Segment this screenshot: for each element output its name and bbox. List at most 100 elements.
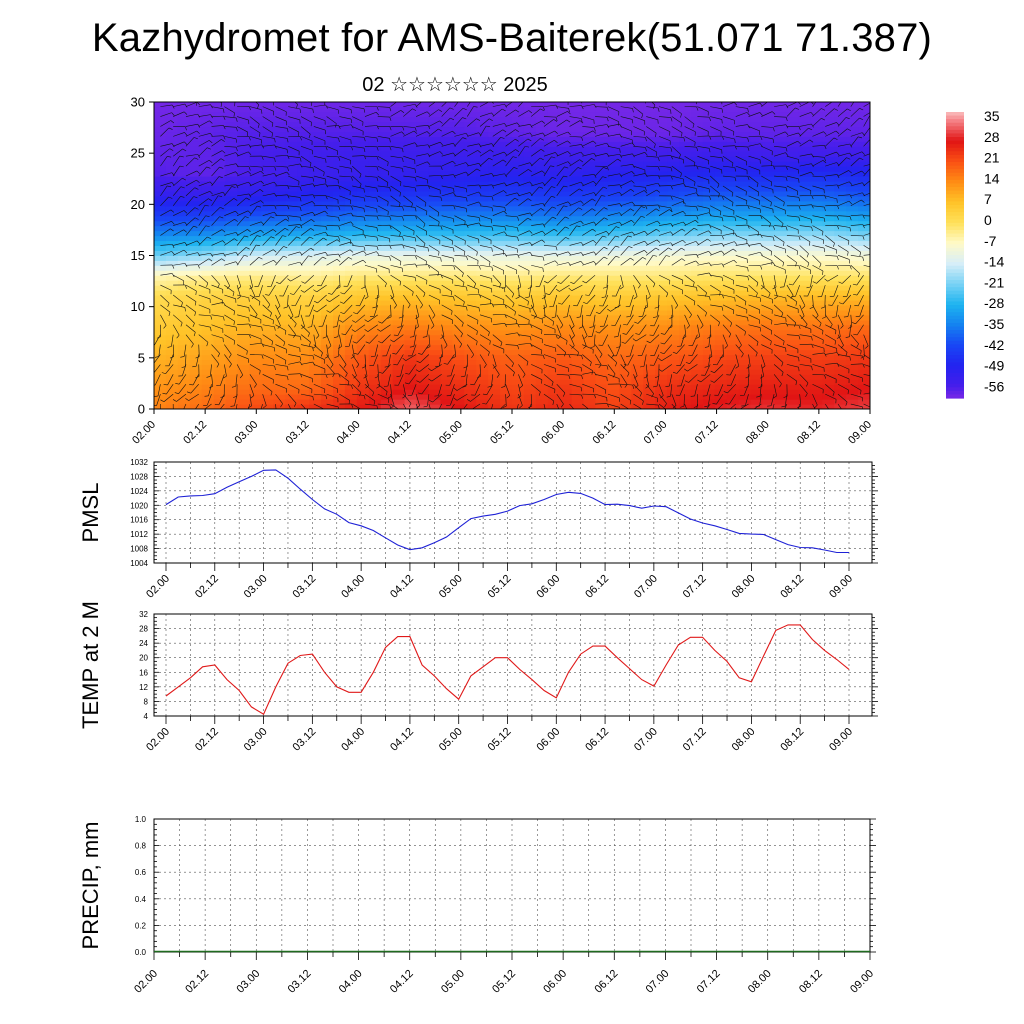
heatmap-cell bbox=[786, 126, 799, 133]
heatmap-cell bbox=[154, 399, 167, 405]
heatmap-cell bbox=[858, 389, 870, 395]
wind-barb-flag bbox=[387, 162, 389, 167]
heatmap-cell bbox=[297, 255, 310, 261]
heatmap-cell bbox=[189, 314, 203, 321]
heatmap-cell bbox=[392, 240, 406, 247]
wind-barb-flag bbox=[231, 416, 235, 417]
heatmap-cell bbox=[571, 195, 585, 202]
heatmap-cell bbox=[655, 270, 668, 276]
heatmap-cell bbox=[607, 394, 620, 400]
heatmap-cell bbox=[297, 294, 310, 301]
heatmap-cell bbox=[500, 280, 513, 286]
heatmap-cell bbox=[512, 260, 525, 266]
heatmap-cell bbox=[726, 215, 740, 222]
heatmap-cell bbox=[368, 339, 382, 346]
heatmap-cell bbox=[655, 369, 668, 375]
heatmap-cell bbox=[762, 389, 776, 395]
heatmap-cell bbox=[309, 255, 322, 261]
heatmap-cell bbox=[476, 106, 489, 113]
heatmap-cell bbox=[512, 319, 525, 326]
heatmap-cell bbox=[309, 309, 322, 316]
heatmap-cell bbox=[464, 166, 477, 172]
heatmap-cell bbox=[571, 185, 585, 192]
heatmap-cell bbox=[559, 225, 573, 232]
wind-barb bbox=[249, 342, 262, 345]
heatmap-cell bbox=[154, 121, 167, 128]
heatmap-cell bbox=[512, 304, 525, 311]
heatmap-cell bbox=[547, 146, 561, 152]
wind-barb bbox=[364, 354, 367, 367]
heatmap-cell bbox=[440, 92, 453, 98]
heatmap-cell bbox=[380, 319, 394, 326]
wind-barb-flag bbox=[390, 95, 392, 98]
wind-barb-flag bbox=[261, 326, 263, 331]
heatmap-cell bbox=[380, 136, 394, 142]
wind-barb-flag bbox=[287, 128, 289, 133]
heatmap-cell bbox=[595, 329, 609, 336]
heatmap-cell bbox=[249, 111, 262, 118]
heatmap-cell bbox=[368, 215, 382, 222]
heatmap-cell bbox=[237, 136, 251, 142]
heatmap-cell bbox=[368, 245, 382, 251]
heatmap-cell bbox=[798, 171, 811, 177]
heatmap-cell bbox=[225, 180, 239, 187]
heatmap-cell bbox=[583, 102, 597, 108]
heatmap-cell bbox=[547, 265, 561, 271]
heatmap-cell bbox=[476, 126, 489, 133]
wind-barb bbox=[235, 374, 238, 387]
heatmap-cell bbox=[333, 121, 346, 128]
wind-barb bbox=[262, 354, 274, 360]
heatmap-cell bbox=[333, 136, 346, 142]
heatmap-cell bbox=[774, 180, 788, 187]
wind-barb-flag bbox=[223, 108, 225, 113]
heatmap-cell bbox=[488, 339, 501, 346]
heatmap-cell bbox=[523, 146, 537, 152]
heatmap-cell bbox=[607, 354, 620, 361]
heatmap-cell bbox=[368, 344, 382, 351]
heatmap-cell bbox=[165, 404, 179, 409]
heatmap-cell bbox=[547, 260, 561, 266]
heatmap-cell bbox=[392, 176, 406, 182]
heatmap-cell bbox=[655, 131, 668, 137]
heatmap-cell bbox=[476, 180, 489, 187]
wind-barb bbox=[224, 152, 236, 157]
heatmap-cell bbox=[356, 399, 370, 405]
heatmap-cell bbox=[607, 309, 620, 316]
heatmap-cell bbox=[523, 299, 537, 306]
wind-barb bbox=[326, 334, 332, 346]
wind-barb-flag bbox=[248, 317, 250, 322]
heatmap-cell bbox=[344, 285, 358, 291]
heatmap-cell bbox=[416, 374, 430, 380]
heatmap-cell bbox=[691, 116, 704, 123]
heatmap-cell bbox=[535, 190, 549, 197]
heatmap-cell bbox=[452, 290, 465, 296]
wind-barb bbox=[198, 252, 211, 256]
heatmap-cell bbox=[834, 126, 847, 133]
heatmap-cell bbox=[177, 171, 191, 177]
heatmap-cell bbox=[547, 354, 561, 361]
wind-barb-flag bbox=[338, 205, 341, 210]
wind-barb bbox=[308, 294, 315, 307]
heatmap-cell bbox=[225, 126, 239, 133]
heatmap-cell bbox=[368, 369, 382, 375]
heatmap-cell bbox=[726, 240, 740, 247]
heatmap-cell bbox=[213, 285, 227, 291]
heatmap-cell bbox=[714, 304, 728, 311]
heatmap-cell bbox=[321, 102, 334, 108]
wind-barb bbox=[275, 126, 288, 129]
wind-barb bbox=[313, 334, 317, 347]
heatmap-cell bbox=[595, 369, 609, 375]
heatmap-cell bbox=[404, 151, 418, 157]
heatmap-cell bbox=[440, 280, 453, 286]
heatmap-cell bbox=[583, 176, 597, 182]
heatmap-cell bbox=[333, 151, 346, 157]
wind-barb-flag bbox=[389, 126, 392, 131]
heatmap-cell bbox=[846, 225, 859, 232]
heatmap-cell bbox=[500, 102, 513, 108]
heatmap-cell bbox=[189, 285, 203, 291]
wind-barb bbox=[185, 196, 194, 206]
heatmap-cell bbox=[595, 180, 609, 187]
heatmap-cell bbox=[738, 146, 752, 152]
wind-barb bbox=[262, 249, 274, 256]
heatmap-cell bbox=[523, 215, 537, 222]
